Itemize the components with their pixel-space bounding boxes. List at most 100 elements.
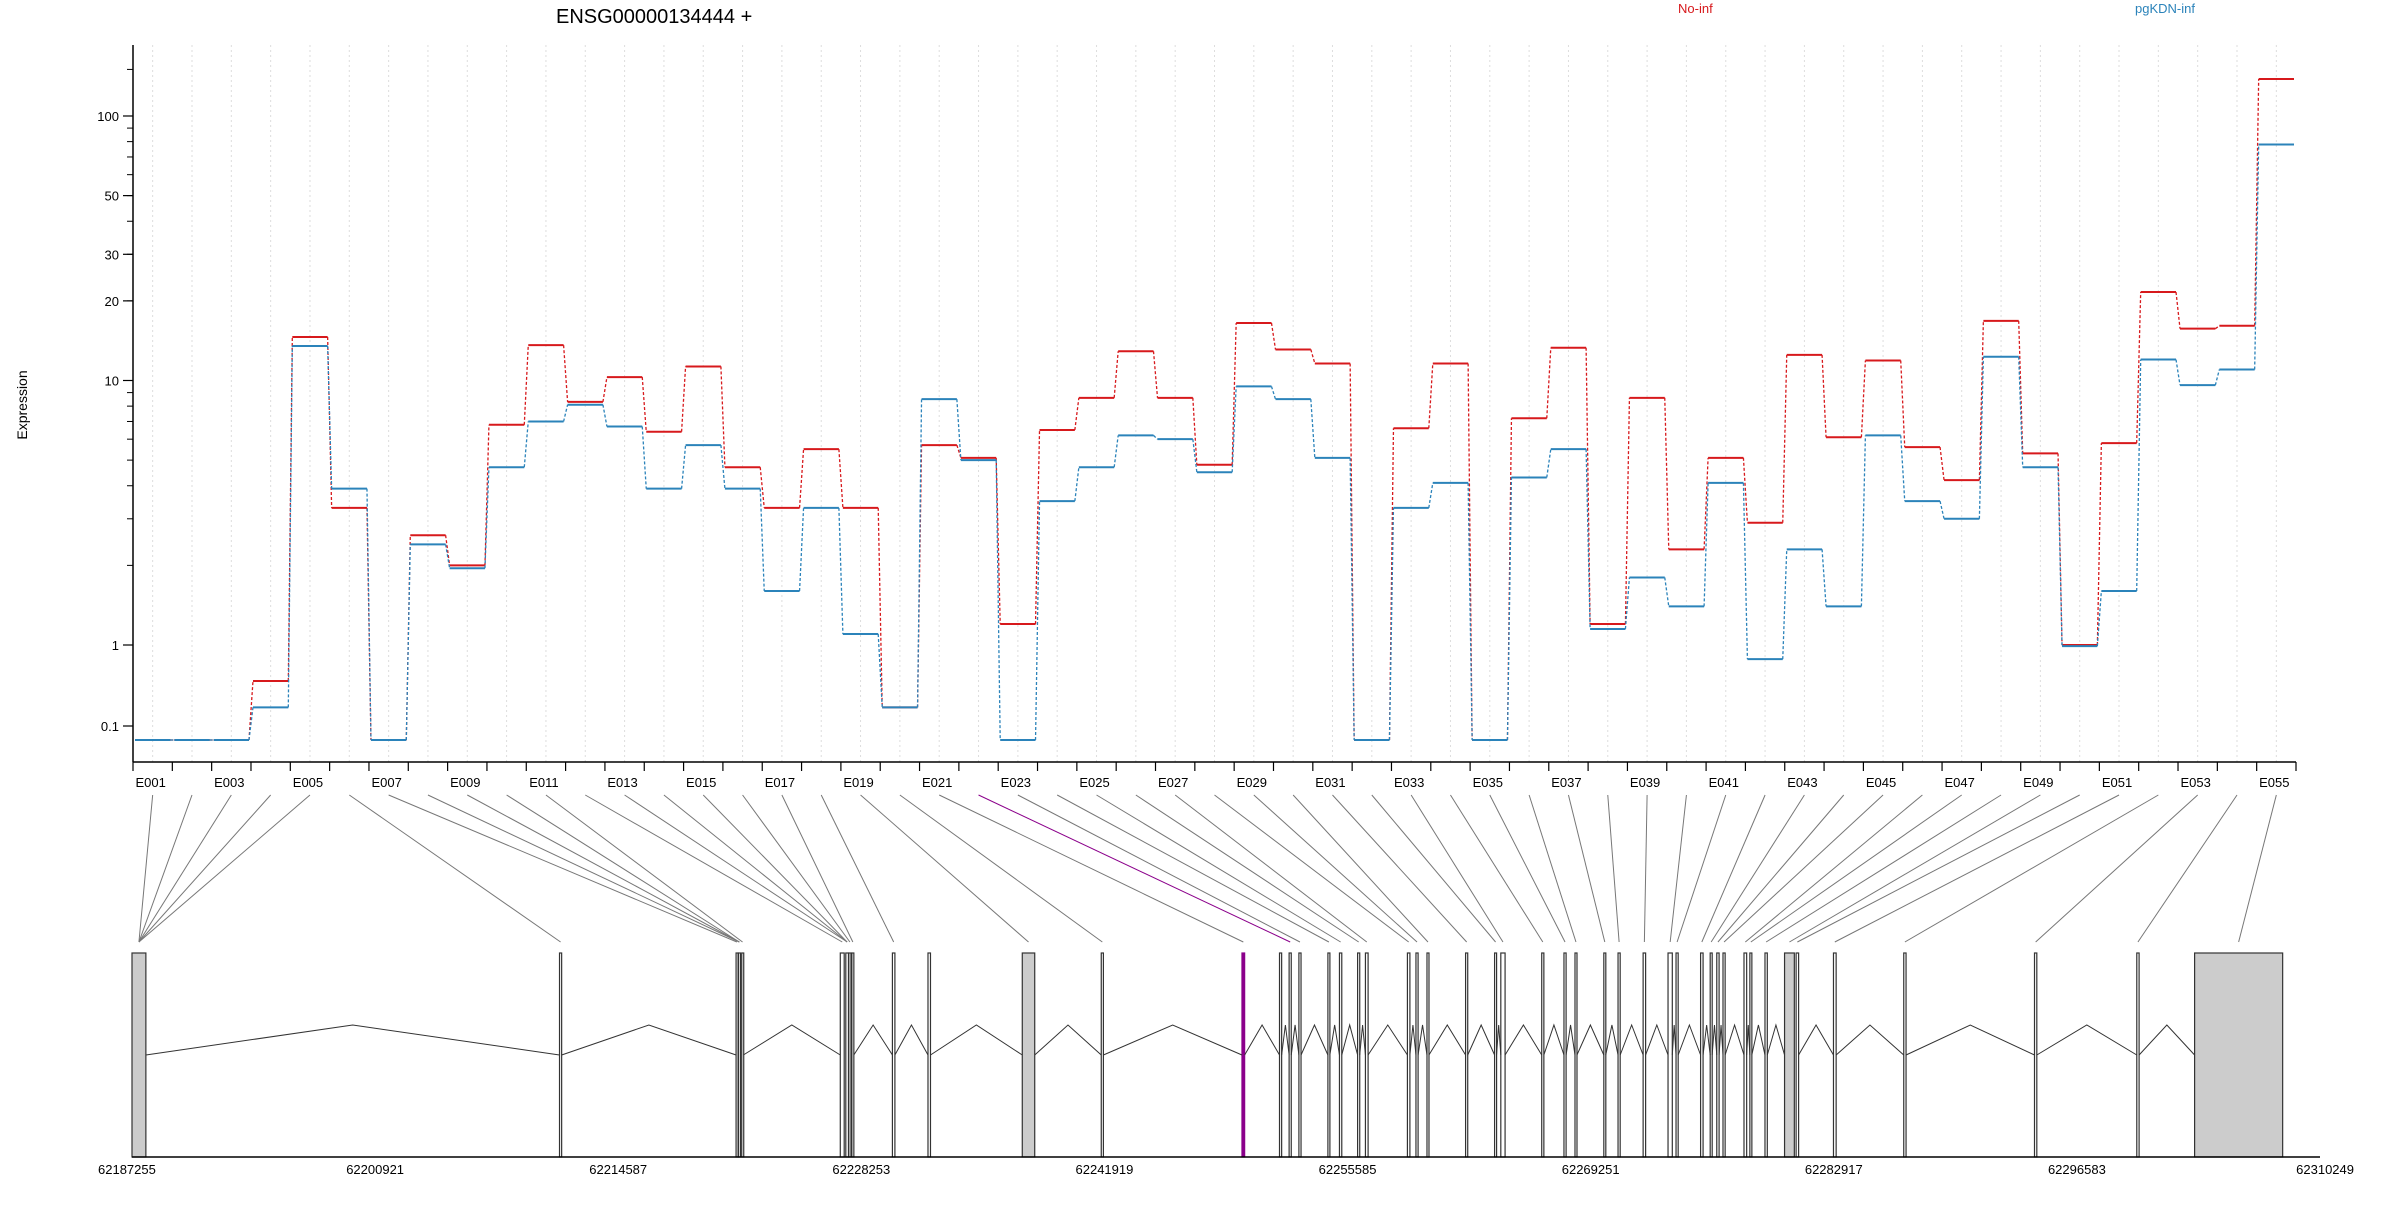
intron-line: [894, 1023, 929, 1056]
exon-link-line: [1676, 794, 1727, 943]
series-connector: [2057, 467, 2063, 647]
series-connector: [248, 680, 254, 741]
x-tick-label: E001: [135, 775, 165, 790]
series-connector: [484, 467, 490, 569]
series-connector: [720, 445, 726, 489]
series-connector: [1270, 322, 1277, 350]
x-tick-label: E003: [214, 775, 244, 790]
series-connector: [798, 507, 805, 592]
intron-line: [1605, 1024, 1619, 1056]
exon-link-line: [138, 794, 311, 943]
exon-box: [2136, 952, 2140, 1158]
exon-link-line: [1701, 794, 1766, 943]
exon-link-line: [1717, 794, 1845, 943]
exon-link-line: [585, 794, 843, 943]
series-connector: [641, 377, 647, 432]
intron-line: [1746, 1024, 1751, 1056]
exon-link-line: [1765, 794, 2002, 943]
x-tick-label: E025: [1079, 775, 1109, 790]
intron-line: [2138, 1024, 2195, 1056]
intron-line: [1835, 1024, 1905, 1056]
series-connector: [1939, 447, 1945, 481]
exon-box: [1743, 952, 1748, 1158]
series-connector: [838, 449, 844, 508]
series-connector: [680, 366, 687, 432]
exon-link-line: [1904, 794, 2159, 943]
x-tick-label: E005: [293, 775, 323, 790]
exon-box: [1493, 952, 1498, 1158]
intron-line: [1724, 1023, 1745, 1056]
exon-box: [1364, 952, 1369, 1158]
series-connector: [877, 507, 883, 708]
intron-line: [1417, 1024, 1428, 1056]
x-tick-label: E009: [450, 775, 480, 790]
exon-link-line: [1332, 794, 1468, 943]
coordinate-label: 62296583: [2048, 1162, 2106, 1177]
legend-item-no-inf: No-inf: [1678, 1, 1713, 16]
coordinate-label: 62269251: [1562, 1162, 1620, 1177]
series-connector: [916, 399, 923, 708]
coordinate-label: 62310249: [2296, 1162, 2354, 1177]
gene-model: [131, 952, 2320, 1158]
series-connector: [287, 337, 293, 681]
series-connector: [2214, 369, 2220, 386]
series-connector: [877, 634, 883, 708]
exon-box: [735, 952, 739, 1158]
series-connector: [838, 507, 844, 635]
series-connector: [798, 449, 805, 508]
exon-box: [1021, 952, 1036, 1158]
intron-line: [1645, 1023, 1669, 1056]
exon-box: [1563, 952, 1567, 1158]
series-connector: [759, 467, 765, 508]
intron-line: [1905, 1024, 2035, 1056]
x-tick-label: E023: [1001, 775, 1031, 790]
series-connector: [1939, 500, 1945, 519]
exon-box: [1541, 952, 1545, 1158]
legend-item-pgkdn-inf: pgKDN-inf: [2135, 1, 2195, 16]
exon-link-line: [138, 794, 193, 943]
exon-link-line: [1567, 794, 1606, 943]
series-connector: [1860, 360, 1867, 438]
intron-line: [1798, 1024, 1834, 1056]
x-tick-label: E019: [843, 775, 873, 790]
series-connector: [1310, 349, 1316, 364]
exon-box: [1722, 952, 1726, 1158]
series-connector: [1388, 507, 1395, 741]
exon-box: [1500, 952, 1506, 1158]
series-connector: [2096, 590, 2103, 647]
exon-link-line: [742, 794, 851, 943]
intron-line: [1504, 1024, 1543, 1056]
series-connector: [1978, 356, 1985, 519]
exon-link-line: [1017, 794, 1301, 943]
intron-line: [1766, 1023, 1786, 1056]
exon-link-line: [1797, 794, 2080, 943]
series-connector: [641, 426, 647, 489]
exon-box: [1415, 952, 1419, 1158]
exon-box: [927, 952, 932, 1158]
intron-line: [1367, 1024, 1408, 1056]
exon-link-line: [1789, 794, 2041, 943]
exon-link-line: [2238, 794, 2277, 943]
exon-box: [1667, 952, 1673, 1158]
y-tick-label: 50: [105, 189, 119, 204]
exon-link-line: [1450, 794, 1544, 943]
series-connector: [1782, 354, 1788, 523]
intron-line: [145, 1024, 560, 1056]
exon-link-lines: [138, 794, 2277, 943]
exon-box: [737, 952, 742, 1158]
series-connector: [1113, 351, 1119, 398]
series-connector: [1467, 482, 1473, 741]
exon-box: [845, 952, 850, 1158]
exon-link-line: [1528, 794, 1577, 943]
intron-line: [1576, 1023, 1605, 1056]
series-connector: [1782, 549, 1788, 660]
intron-line: [1359, 1024, 1366, 1056]
x-tick-label: E011: [529, 775, 558, 790]
series-connector: [366, 488, 372, 741]
exon-box: [1327, 952, 1331, 1158]
exon-link-line: [1834, 794, 2120, 943]
series-connector: [248, 707, 254, 741]
series-connector: [2175, 291, 2181, 329]
exon-link-line: [1292, 794, 1429, 943]
